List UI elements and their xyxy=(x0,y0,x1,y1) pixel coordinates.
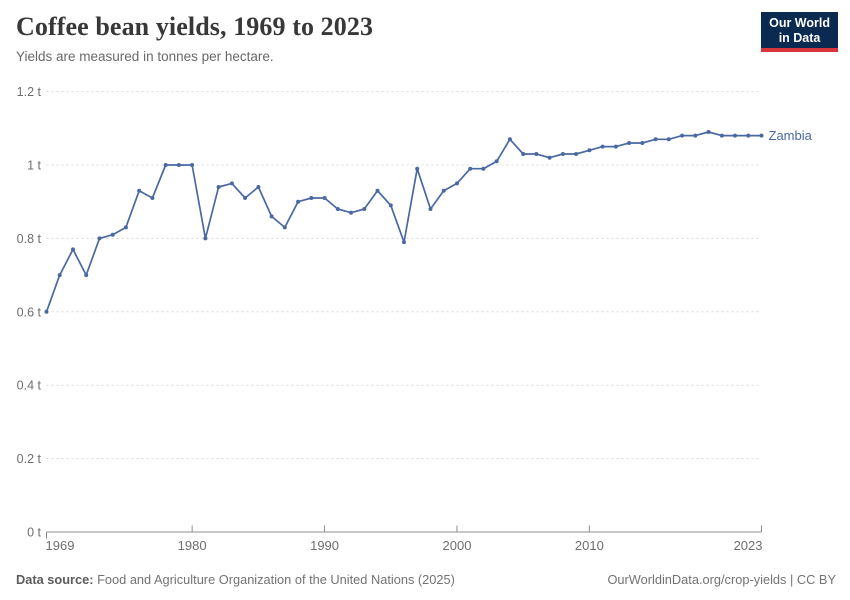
data-point xyxy=(402,240,406,245)
data-point xyxy=(229,181,234,186)
data-point xyxy=(481,166,486,171)
data-point xyxy=(296,199,301,204)
data-point xyxy=(123,225,128,230)
chart-title: Coffee bean yields, 1969 to 2023 xyxy=(16,12,374,41)
data-point xyxy=(256,185,261,189)
data-point xyxy=(441,188,446,193)
logo-line-2: in Data xyxy=(778,31,821,45)
logo-line-1: Our World xyxy=(769,16,830,30)
x-tick-label: 2023 xyxy=(734,538,763,553)
data-point xyxy=(547,155,552,160)
data-point xyxy=(282,225,287,230)
data-point xyxy=(84,273,89,278)
data-point xyxy=(719,133,724,138)
data-point xyxy=(57,273,62,278)
x-tick-label: 1969 xyxy=(46,538,75,553)
data-point xyxy=(163,163,168,167)
data-point xyxy=(322,196,327,200)
data-point xyxy=(388,203,393,208)
x-tick-label: 2000 xyxy=(443,538,472,553)
data-point xyxy=(97,236,102,241)
data-point xyxy=(574,152,579,156)
data-point xyxy=(335,207,340,211)
y-tick-label: 0.2 t xyxy=(17,452,42,466)
data-point xyxy=(693,133,698,138)
data-point xyxy=(309,196,314,200)
data-point xyxy=(666,137,671,142)
owid-logo[interactable]: Our World in Data xyxy=(761,12,838,52)
data-point xyxy=(71,247,75,252)
data-point xyxy=(613,144,618,149)
data-point xyxy=(190,163,195,167)
data-source: Data source: Food and Agriculture Organi… xyxy=(16,572,455,587)
data-point xyxy=(243,196,248,200)
data-point xyxy=(733,133,737,138)
data-point xyxy=(44,309,49,314)
data-source-label: Data source: xyxy=(16,572,94,587)
data-point xyxy=(349,210,353,215)
data-source-text: Food and Agriculture Organization of the… xyxy=(97,572,455,587)
data-point xyxy=(507,137,512,142)
data-point xyxy=(362,207,367,211)
data-point xyxy=(680,133,685,138)
y-tick-label: 1.2 t xyxy=(17,85,42,99)
data-point xyxy=(415,166,420,171)
data-point xyxy=(521,152,526,156)
data-point xyxy=(375,188,380,193)
credit-link[interactable]: OurWorldinData.org/crop-yields xyxy=(607,572,787,587)
data-point xyxy=(269,214,274,219)
data-point xyxy=(150,196,155,200)
data-point xyxy=(176,163,181,167)
data-point xyxy=(759,133,764,138)
data-point xyxy=(494,159,499,164)
data-point xyxy=(455,181,459,186)
data-point xyxy=(640,141,645,145)
x-tick-label: 2010 xyxy=(575,538,604,553)
y-tick-label: 0 t xyxy=(27,526,41,540)
series-line-zambia xyxy=(45,131,763,313)
license-label: CC BY xyxy=(796,572,836,587)
data-point xyxy=(587,148,592,153)
data-point xyxy=(203,236,208,241)
data-point xyxy=(216,185,221,189)
chart-subtitle: Yields are measured in tonnes per hectar… xyxy=(16,49,274,64)
chart-footer: Data source: Food and Agriculture Organi… xyxy=(16,572,836,587)
data-point xyxy=(137,188,142,193)
series-label-zambia: Zambia xyxy=(769,128,813,143)
y-tick-label: 0.4 t xyxy=(17,379,42,393)
data-point xyxy=(746,133,751,138)
y-tick-label: 0.6 t xyxy=(17,305,42,319)
data-point xyxy=(110,232,115,237)
data-point xyxy=(627,141,632,145)
y-tick-label: 1 t xyxy=(27,159,41,173)
data-point xyxy=(560,152,565,156)
x-tick-label: 1990 xyxy=(310,538,339,553)
data-point xyxy=(428,207,433,211)
data-point xyxy=(653,137,658,142)
data-point xyxy=(706,130,711,134)
credit-line: OurWorldinData.org/crop-yields | CC BY xyxy=(607,572,836,587)
data-point xyxy=(534,152,539,156)
y-tick-label: 0.8 t xyxy=(17,232,42,246)
data-point xyxy=(468,166,473,171)
credit-separator: | xyxy=(790,572,794,587)
data-point xyxy=(600,144,605,149)
chart-header: Coffee bean yields, 1969 to 2023 Yields … xyxy=(16,12,730,64)
x-tick-label: 1980 xyxy=(178,538,207,553)
